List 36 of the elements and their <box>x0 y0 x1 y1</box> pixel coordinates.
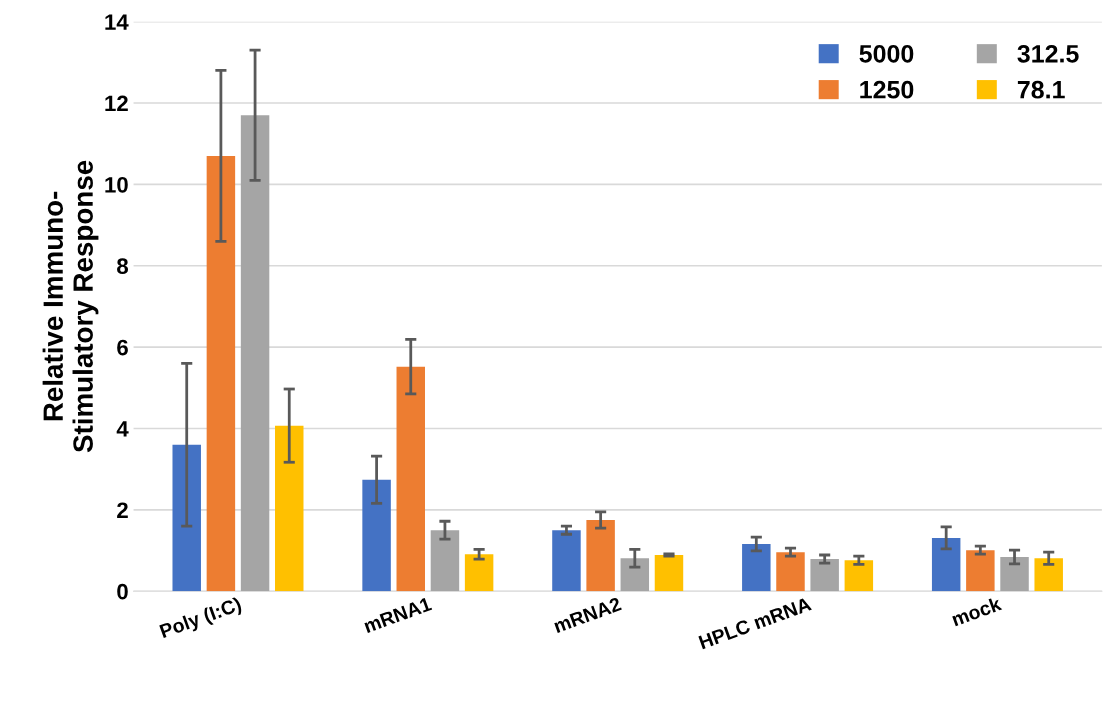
bar <box>844 560 874 592</box>
y-tick-label: 2 <box>117 502 128 518</box>
bar <box>396 366 425 592</box>
y-tick-label: 8 <box>117 258 129 275</box>
bar <box>552 530 581 592</box>
bar <box>1000 557 1029 592</box>
y-tick-label: 4 <box>116 421 129 437</box>
bar <box>1034 558 1063 592</box>
bar <box>362 479 391 592</box>
bar <box>172 444 201 592</box>
bar <box>620 558 650 592</box>
y-axis-title: Relative Immuno- Stimulatory Response <box>42 160 99 453</box>
y-tick-label: 14 <box>105 14 129 30</box>
bar <box>464 554 494 592</box>
x-tick-label: Poly (I:C) <box>159 596 244 642</box>
bar <box>586 520 615 592</box>
bar <box>430 530 460 592</box>
bar <box>776 552 805 592</box>
bar <box>206 155 236 592</box>
x-tick-label: mock <box>950 596 1003 627</box>
legend-label: 1250 <box>860 80 914 99</box>
y-tick-label: 6 <box>117 339 128 356</box>
x-tick-label: HPLC mRNA <box>698 596 812 650</box>
y-tick-label: 12 <box>105 95 128 112</box>
bar <box>742 544 771 592</box>
y-tick-label: 0 <box>117 583 128 600</box>
bar <box>275 425 304 592</box>
bar <box>654 555 684 592</box>
bar <box>931 537 961 592</box>
legend-label: 312.5 <box>1017 44 1079 63</box>
bar <box>810 559 839 592</box>
legend-label: 78.1 <box>1017 80 1065 99</box>
bar <box>240 115 270 592</box>
bar <box>966 550 995 592</box>
y-tick-label: 10 <box>105 176 128 193</box>
legend-label: 5000 <box>859 44 914 63</box>
